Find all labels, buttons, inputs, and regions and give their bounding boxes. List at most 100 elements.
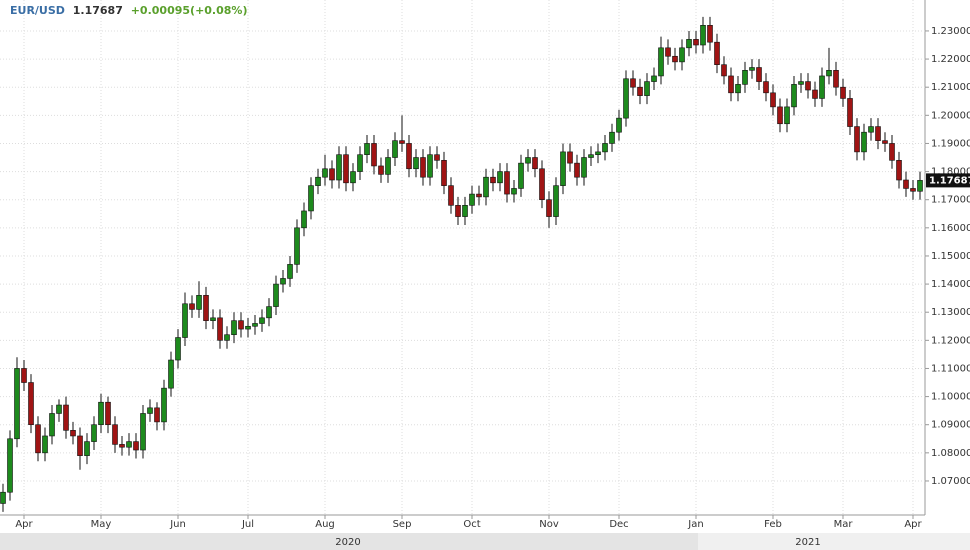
candle-body (763, 81, 769, 94)
candle-body (364, 143, 370, 155)
x-tick-label: Aug (315, 519, 335, 530)
candle-body (693, 39, 699, 46)
candle-body (889, 143, 895, 161)
candle-body (525, 157, 531, 164)
candle-body (861, 131, 867, 153)
candle-body (567, 151, 573, 164)
x-tick-label: Jul (241, 519, 254, 530)
price-marker (926, 173, 970, 188)
candle-body (329, 168, 335, 181)
y-tick-label: 1.07000 (931, 476, 970, 487)
candle-body (665, 47, 671, 57)
y-tick-label: 1.11000 (931, 363, 970, 374)
candle-body (868, 126, 874, 133)
candle-body (917, 180, 923, 192)
candle-body (238, 320, 244, 330)
y-tick-label: 1.23000 (931, 26, 970, 37)
candle-body (21, 368, 27, 383)
candle-body (406, 143, 412, 170)
y-tick-label: 1.15000 (931, 251, 970, 262)
candle-body (280, 278, 286, 285)
x-tick-label: May (91, 519, 112, 530)
candle-body (84, 441, 90, 456)
candle-body (140, 413, 146, 451)
x-tick-label: Jan (687, 519, 703, 530)
candle-body (728, 75, 734, 94)
candle-body (315, 176, 321, 186)
candle-body (574, 162, 580, 178)
candle-body (700, 25, 706, 46)
candle-body (350, 171, 356, 184)
candle-body (126, 441, 132, 448)
candle-body (679, 47, 685, 63)
year-label: 2020 (335, 537, 360, 548)
candle-body (483, 176, 489, 198)
candle-body (266, 306, 272, 319)
candle-body (168, 359, 174, 389)
candle-body (595, 151, 601, 155)
candle-body (497, 171, 503, 184)
candle-body (91, 424, 97, 442)
candle-body (616, 117, 622, 133)
candle-body (259, 317, 265, 324)
candle-body (63, 404, 69, 431)
candle-body (371, 143, 377, 167)
candle-body (539, 168, 545, 200)
candle-body (336, 154, 342, 181)
candle-body (224, 334, 230, 341)
x-tick-label: Oct (463, 519, 480, 530)
candle-body (833, 70, 839, 88)
candle-body (252, 323, 258, 327)
candle-body (553, 185, 559, 217)
candle-body (154, 407, 160, 423)
x-tick-label: Dec (609, 519, 628, 530)
candle-body (770, 92, 776, 108)
candle-body (133, 441, 139, 451)
candle-body (455, 205, 461, 217)
candle-body (560, 151, 566, 186)
candle-body (161, 387, 167, 423)
candle-body (875, 126, 881, 141)
y-tick-label: 1.22000 (931, 54, 970, 65)
candle-body (385, 157, 391, 175)
candle-body (294, 227, 300, 265)
candle-body (56, 404, 62, 414)
x-tick-label: Apr (904, 519, 922, 530)
candle-body (413, 157, 419, 170)
y-tick-label: 1.09000 (931, 420, 970, 431)
candle-body (210, 317, 216, 321)
candle-body (301, 210, 307, 229)
y-tick-label: 1.17000 (931, 195, 970, 206)
y-tick-label: 1.14000 (931, 279, 970, 290)
candle-body (630, 78, 636, 88)
candle-body (378, 165, 384, 175)
candle-body (511, 188, 517, 195)
candle-body (672, 55, 678, 63)
candle-body (399, 140, 405, 144)
candle-body (343, 154, 349, 184)
candle-body (623, 78, 629, 119)
y-tick-label: 1.19000 (931, 138, 970, 149)
x-tick-label: Apr (15, 519, 33, 530)
y-tick-label: 1.18000 (931, 167, 970, 178)
candle-body (182, 303, 188, 338)
candle-body (245, 325, 251, 330)
candle-body (791, 84, 797, 108)
y-tick-label: 1.12000 (931, 335, 970, 346)
candle-body (532, 157, 538, 170)
candle-body (609, 131, 615, 144)
candle-body (273, 283, 279, 307)
candle-body (798, 81, 804, 85)
x-tick-label: Mar (834, 519, 854, 530)
candle-body (546, 199, 552, 217)
candle-body (448, 185, 454, 206)
candle-body (784, 106, 790, 125)
candle-body (805, 81, 811, 91)
candle-body (518, 162, 524, 189)
candle-body (910, 188, 916, 192)
candle-body (749, 67, 755, 71)
candle-body (147, 407, 153, 414)
candle-body (175, 337, 181, 361)
candle-body (651, 75, 657, 82)
